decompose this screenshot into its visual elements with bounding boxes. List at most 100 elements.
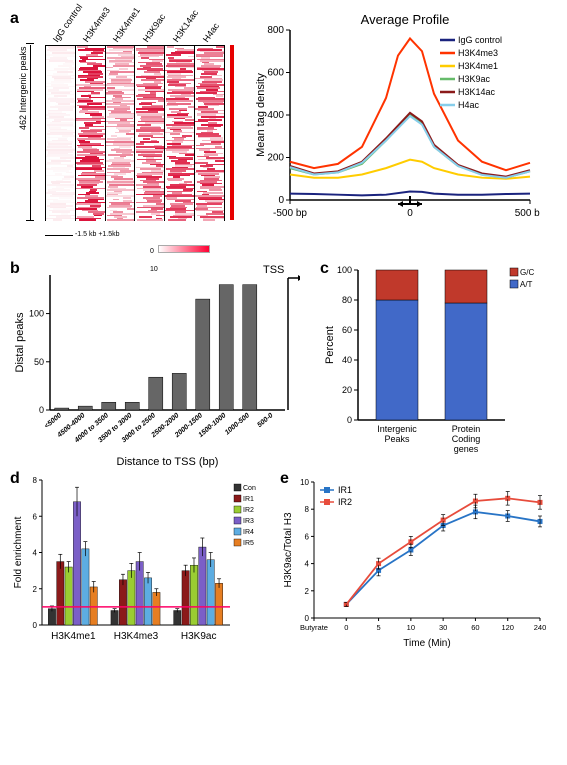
svg-text:<5000: <5000 xyxy=(43,412,63,430)
svg-text:H3K4me3: H3K4me3 xyxy=(114,631,159,642)
heatmap-col-3 xyxy=(134,46,164,221)
heatmap-col-label-1: H3K4me3 xyxy=(81,5,112,44)
svg-text:8: 8 xyxy=(305,505,310,514)
heatmap-color-legend: 0 10 xyxy=(150,240,220,250)
svg-text:Mean tag density: Mean tag density xyxy=(255,73,267,157)
heatmap-col-label-5: H4ac xyxy=(201,21,221,44)
heatmap-tick-top xyxy=(26,43,34,44)
svg-text:240: 240 xyxy=(534,623,547,632)
svg-text:800: 800 xyxy=(267,25,284,36)
svg-text:H3K9ac: H3K9ac xyxy=(181,631,217,642)
svg-text:IR3: IR3 xyxy=(243,518,254,525)
svg-text:IR1: IR1 xyxy=(243,496,254,503)
svg-text:0: 0 xyxy=(344,623,348,632)
svg-text:40: 40 xyxy=(342,355,352,365)
heatmap-col-4 xyxy=(164,46,194,221)
svg-text:600: 600 xyxy=(267,68,284,79)
svg-text:H3K4me1: H3K4me1 xyxy=(51,631,96,642)
svg-text:60: 60 xyxy=(471,623,479,632)
svg-text:500-0: 500-0 xyxy=(256,412,274,429)
heatmap-xscale-left: -1.5 kb xyxy=(75,231,96,238)
panel-b-svg: 050100<50004500-40004000 to 35003500 to … xyxy=(10,260,300,470)
svg-text:120: 120 xyxy=(501,623,514,632)
panel-c-label: c xyxy=(320,260,329,278)
svg-text:Coding: Coding xyxy=(452,434,481,444)
svg-text:80: 80 xyxy=(342,295,352,305)
svg-text:6: 6 xyxy=(33,512,38,521)
svg-text:0: 0 xyxy=(33,621,38,630)
profile-svg: Average Profile0200400600800-500 bp0500 … xyxy=(250,10,540,240)
heatmap-x-scale: -1.5 kb +1.5kb xyxy=(45,231,120,238)
heatmap-column-labels: IgG controlH3K4me3H3K4me1H3K9acH3K14acH4… xyxy=(46,8,226,46)
svg-text:IR4: IR4 xyxy=(243,529,254,536)
heatmap-col-label-3: H3K9ac xyxy=(141,12,168,44)
svg-text:H3K14ac: H3K14ac xyxy=(458,87,496,97)
svg-text:Percent: Percent xyxy=(324,326,336,364)
svg-text:Time (Min): Time (Min) xyxy=(403,638,450,649)
svg-text:H4ac: H4ac xyxy=(458,100,480,110)
panel-e-label: e xyxy=(280,470,289,488)
svg-text:8: 8 xyxy=(33,476,38,485)
panel-b: b 050100<50004500-40004000 to 35003500 t… xyxy=(10,260,300,470)
svg-text:A/T: A/T xyxy=(520,280,533,289)
heatmap-col-2 xyxy=(105,46,135,221)
heatmap-y-axis-line xyxy=(30,45,31,220)
svg-text:10: 10 xyxy=(300,478,309,487)
heatmap-red-sidebar xyxy=(230,45,234,220)
svg-text:IR2: IR2 xyxy=(338,497,352,507)
svg-text:2: 2 xyxy=(33,585,38,594)
panel-e: e 0246810Butyrate05103060120240IR1IR2H3K… xyxy=(280,470,550,650)
svg-text:-500 bp: -500 bp xyxy=(273,208,307,219)
svg-text:H3K4me1: H3K4me1 xyxy=(458,61,498,71)
svg-text:Distal peaks: Distal peaks xyxy=(14,312,26,372)
heatmap-legend-min: 0 xyxy=(150,248,154,255)
svg-text:0: 0 xyxy=(347,415,352,425)
heatmap-col-label-2: H3K4me1 xyxy=(111,5,142,44)
row-de: d 0 2 4 6 8 H3K4me1 H3K4me3 H3K9ac Fold enrichme… xyxy=(10,470,557,650)
svg-text:500 bp: 500 bp xyxy=(515,208,540,219)
panel-d-label: d xyxy=(10,470,20,488)
panel-c-svg: 020406080100IntergenicPeaksProteinCoding… xyxy=(320,260,550,460)
panel-c: c 020406080100IntergenicPeaksProteinCodi… xyxy=(320,260,550,460)
heatmap-area: 462 Intergenic peaks IgG controlH3K4me3H… xyxy=(10,10,240,250)
svg-text:4: 4 xyxy=(305,560,310,569)
panel-b-label: b xyxy=(10,260,20,278)
svg-text:Peaks: Peaks xyxy=(384,434,410,444)
svg-text:60: 60 xyxy=(342,325,352,335)
svg-text:50: 50 xyxy=(34,357,44,367)
svg-text:400: 400 xyxy=(267,110,284,121)
heatmap-tick-bottom xyxy=(26,220,34,221)
heatmap-col-1 xyxy=(75,46,105,221)
svg-text:Distance to TSS (bp): Distance to TSS (bp) xyxy=(117,456,219,468)
heatmap-col-0 xyxy=(45,46,75,221)
svg-text:0: 0 xyxy=(407,208,413,219)
svg-text:TSS: TSS xyxy=(263,264,284,276)
svg-text:Con: Con xyxy=(243,485,256,492)
svg-text:10: 10 xyxy=(407,623,415,632)
svg-text:4: 4 xyxy=(33,549,38,558)
panel-e-svg: 0246810Butyrate05103060120240IR1IR2H3K9a… xyxy=(280,470,550,650)
svg-text:0: 0 xyxy=(305,614,310,623)
svg-text:1000-500: 1000-500 xyxy=(224,412,251,436)
panel-a: a 462 Intergenic peaks IgG controlH3K4me… xyxy=(10,10,557,250)
svg-text:H3K9ac: H3K9ac xyxy=(458,74,491,84)
heatmap-y-label: 462 Intergenic peaks xyxy=(18,46,28,130)
panel-d: d 0 2 4 6 8 H3K4me1 H3K4me3 H3K9ac Fold enrichme… xyxy=(10,470,270,650)
svg-text:20: 20 xyxy=(342,385,352,395)
svg-text:0: 0 xyxy=(278,195,284,206)
heatmap-legend-bar xyxy=(158,245,210,253)
svg-text:2: 2 xyxy=(305,587,310,596)
svg-text:IR1: IR1 xyxy=(338,485,352,495)
profile-chart: Average Profile0200400600800-500 bp0500 … xyxy=(250,10,540,240)
svg-text:30: 30 xyxy=(439,623,447,632)
svg-text:IgG control: IgG control xyxy=(458,35,502,45)
heatmap-xscale-right: +1.5kb xyxy=(98,231,119,238)
svg-text:G/C: G/C xyxy=(520,268,534,277)
svg-text:IR5: IR5 xyxy=(243,540,254,547)
svg-text:Fold enrichment: Fold enrichment xyxy=(13,516,24,588)
svg-text:Butyrate: Butyrate xyxy=(300,623,328,632)
heatmap-col-label-4: H3K14ac xyxy=(171,8,200,44)
svg-text:6: 6 xyxy=(305,532,310,541)
svg-text:Protein: Protein xyxy=(452,424,481,434)
heatmap-container xyxy=(45,45,225,221)
